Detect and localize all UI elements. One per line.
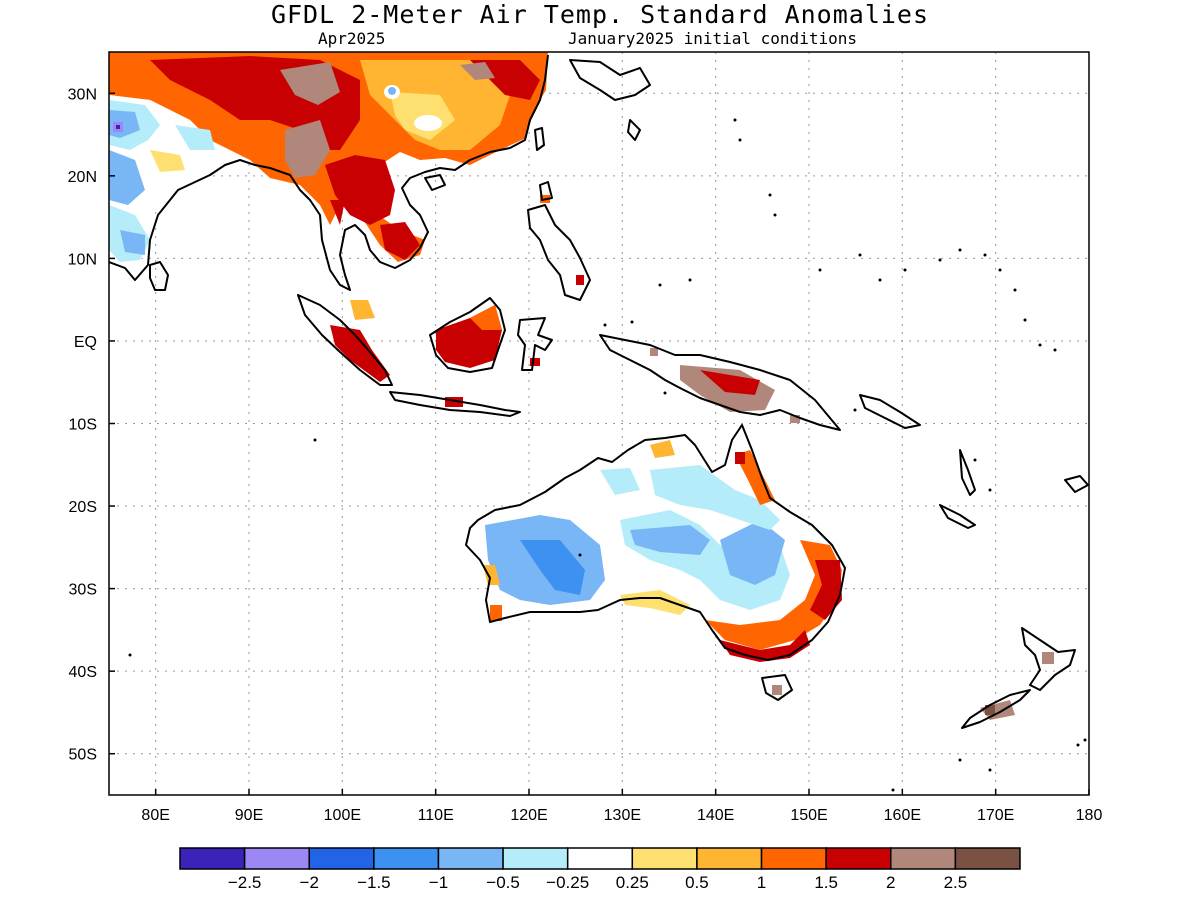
maritime-anomaly-field bbox=[330, 195, 800, 423]
chart-title: GFDL 2-Meter Air Temp. Standard Anomalie… bbox=[270, 0, 930, 29]
india-anomaly-field bbox=[109, 95, 220, 272]
lon-tick-label: 170E bbox=[977, 807, 1014, 824]
australia-anomaly-field bbox=[478, 440, 845, 695]
colorbar-label: −2.5 bbox=[228, 873, 262, 892]
colorbar-label: 0.5 bbox=[685, 873, 709, 892]
colorbar-label: −1.5 bbox=[357, 873, 391, 892]
lat-tick-label: 10S bbox=[69, 417, 97, 434]
lon-tick-label: 90E bbox=[235, 807, 263, 824]
asia-anomaly-field bbox=[109, 52, 548, 262]
lon-tick-label: 150E bbox=[790, 807, 827, 824]
colorbar: −2.5 −2 −1.5 −1 −0.5 −0.25 0.25 0.5 1 1.5 2 2.5 bbox=[179, 847, 1021, 892]
target-month-label: Apr2025 bbox=[318, 29, 386, 48]
colorbar-swatch bbox=[825, 847, 892, 870]
longitude-axis: 80E 90E 100E 110E 120E 130E 140E 150E 160E 170E 18… bbox=[141, 789, 1102, 824]
lon-tick-label: 160E bbox=[884, 807, 921, 824]
lon-tick-label: 180 bbox=[1076, 807, 1103, 824]
colorbar-swatch bbox=[502, 847, 569, 870]
lon-tick-label: 80E bbox=[141, 807, 169, 824]
lon-tick-label: 140E bbox=[697, 807, 734, 824]
colorbar-label: 2.5 bbox=[944, 873, 968, 892]
init-conditions-label: January2025 initial conditions bbox=[568, 29, 857, 48]
lon-tick-label: 100E bbox=[324, 807, 361, 824]
lon-tick-label: 130E bbox=[604, 807, 641, 824]
colorbar-label: 1 bbox=[757, 873, 766, 892]
coastlines bbox=[109, 54, 1089, 729]
colorbar-swatch bbox=[243, 847, 310, 870]
lat-tick-label: 40S bbox=[69, 664, 97, 681]
colorbar-label: −2 bbox=[300, 873, 319, 892]
lon-tick-label: 120E bbox=[510, 807, 547, 824]
colorbar-swatch bbox=[308, 847, 375, 870]
colorbar-swatch bbox=[373, 847, 440, 870]
map-plot-area bbox=[109, 52, 1089, 795]
lat-tick-label: 30S bbox=[69, 582, 97, 599]
lon-tick-label: 110E bbox=[418, 807, 454, 824]
colorbar-label: 2 bbox=[886, 873, 895, 892]
lat-tick-label: 20N bbox=[68, 169, 97, 186]
colorbar-label: 0.25 bbox=[616, 873, 649, 892]
colorbar-swatch bbox=[954, 847, 1021, 870]
colorbar-label: −0.5 bbox=[486, 873, 520, 892]
lat-tick-label: 10N bbox=[68, 251, 97, 268]
latitude-axis: 30N 20N 10N EQ 10S 20S 30S 40S 50S bbox=[68, 86, 115, 764]
colorbar-label: −1 bbox=[429, 873, 448, 892]
colorbar-label: −0.25 bbox=[546, 873, 589, 892]
colorbar-swatch bbox=[179, 847, 246, 870]
colorbar-label: 1.5 bbox=[814, 873, 838, 892]
lat-tick-label: 50S bbox=[69, 747, 97, 764]
new-zealand-anomaly-field bbox=[980, 652, 1054, 720]
small-islands bbox=[128, 118, 1087, 792]
colorbar-swatch bbox=[760, 847, 827, 870]
lat-tick-label: 30N bbox=[68, 86, 97, 103]
colorbar-swatch bbox=[437, 847, 504, 870]
colorbar-swatch bbox=[890, 847, 957, 870]
colorbar-swatch bbox=[696, 847, 763, 870]
colorbar-swatch bbox=[566, 847, 634, 870]
lat-tick-label: 20S bbox=[69, 499, 97, 516]
lat-tick-label: EQ bbox=[74, 334, 97, 351]
colorbar-swatch bbox=[631, 847, 698, 870]
